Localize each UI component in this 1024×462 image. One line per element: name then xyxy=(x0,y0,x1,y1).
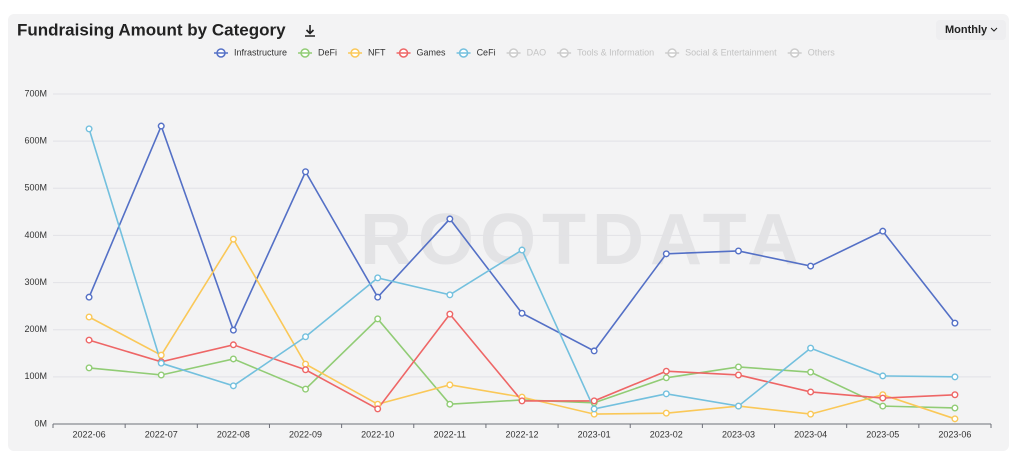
y-tick-label: 500M xyxy=(24,183,47,193)
x-tick-label: 2023-03 xyxy=(722,429,755,439)
data-point xyxy=(734,371,742,379)
x-tick-label: 2022-09 xyxy=(289,429,322,439)
y-tick-label: 100M xyxy=(24,371,47,381)
data-point xyxy=(734,402,742,410)
data-point xyxy=(157,371,165,379)
data-point xyxy=(229,235,237,243)
data-point xyxy=(302,360,310,368)
data-point xyxy=(157,351,165,359)
data-point xyxy=(951,319,959,327)
legend-label[interactable]: NFT xyxy=(368,47,386,57)
legend-label[interactable]: Infrastructure xyxy=(234,47,287,57)
y-tick-label: 400M xyxy=(24,230,47,240)
data-point xyxy=(85,336,93,344)
data-point xyxy=(590,347,598,355)
data-point xyxy=(229,382,237,390)
y-tick-label: 200M xyxy=(24,324,47,334)
legend-label[interactable]: Tools & Information xyxy=(577,47,654,57)
data-point xyxy=(951,373,959,381)
x-tick-label: 2022-10 xyxy=(361,429,394,439)
data-point xyxy=(302,168,310,176)
data-point xyxy=(951,404,959,412)
data-point xyxy=(951,415,959,423)
data-point xyxy=(446,310,454,318)
data-point xyxy=(446,215,454,223)
data-point xyxy=(229,326,237,334)
data-point xyxy=(157,122,165,130)
period-dropdown[interactable] xyxy=(936,20,1006,40)
x-tick-label: 2022-11 xyxy=(434,429,466,439)
x-tick-label: 2022-06 xyxy=(73,429,106,439)
x-tick-label: 2022-07 xyxy=(145,429,178,439)
data-point xyxy=(374,274,382,282)
y-tick-label: 300M xyxy=(24,277,47,287)
data-point xyxy=(662,367,670,375)
data-point xyxy=(518,309,526,317)
data-point xyxy=(879,394,887,402)
data-point xyxy=(734,247,742,255)
period-label: Monthly xyxy=(945,24,988,36)
data-point xyxy=(662,250,670,258)
chevron xyxy=(990,27,998,32)
legend-label[interactable]: Games xyxy=(417,47,447,57)
data-point xyxy=(446,400,454,408)
watermark: ROOTDATA xyxy=(360,200,805,280)
data-point xyxy=(85,293,93,301)
y-tick-label: 600M xyxy=(24,136,47,146)
x-tick-label: 2023-05 xyxy=(866,429,899,439)
card xyxy=(8,14,1009,451)
data-point xyxy=(446,291,454,299)
download-icon[interactable] xyxy=(305,25,315,37)
data-point xyxy=(518,246,526,254)
data-point xyxy=(518,397,526,405)
data-point xyxy=(446,381,454,389)
data-point xyxy=(662,409,670,417)
x-tick-label: 2023-02 xyxy=(650,429,683,439)
data-point xyxy=(302,366,310,374)
data-point xyxy=(807,344,815,352)
data-point xyxy=(807,262,815,270)
data-point xyxy=(374,405,382,413)
x-tick-label: 2022-12 xyxy=(505,429,538,439)
data-point xyxy=(951,391,959,399)
x-tick-label: 2023-01 xyxy=(578,429,611,439)
data-point xyxy=(879,227,887,235)
data-point xyxy=(85,313,93,321)
data-point xyxy=(807,388,815,396)
data-point xyxy=(229,355,237,363)
data-point xyxy=(85,125,93,133)
data-point xyxy=(590,405,598,413)
data-point xyxy=(807,368,815,376)
data-point xyxy=(85,364,93,372)
x-tick-label: 2023-06 xyxy=(938,429,971,439)
data-point xyxy=(879,372,887,380)
y-tick-label: 0M xyxy=(34,418,47,428)
legend-label[interactable]: DAO xyxy=(527,47,547,57)
y-tick-label: 700M xyxy=(24,88,47,98)
legend-label[interactable]: Others xyxy=(808,47,836,57)
data-point xyxy=(374,293,382,301)
data-point xyxy=(879,402,887,410)
data-point xyxy=(662,374,670,382)
legend-label[interactable]: CeFi xyxy=(477,47,496,57)
data-point xyxy=(734,363,742,371)
x-tick-label: 2023-04 xyxy=(794,429,827,439)
data-point xyxy=(807,410,815,418)
data-point xyxy=(662,390,670,398)
data-point xyxy=(374,315,382,323)
data-point xyxy=(157,359,165,367)
legend-label[interactable]: DeFi xyxy=(318,47,337,57)
plot: 0M 100M 200M 300M 400M 500M 600M 700M 2022-06 202… xyxy=(24,47,992,439)
data-point xyxy=(590,397,598,405)
data-point xyxy=(302,385,310,393)
x-tick-label: 2022-08 xyxy=(217,429,250,439)
chart-title: Fundraising Amount by Category xyxy=(17,20,286,39)
legend-label[interactable]: Social & Entertainment xyxy=(685,47,777,57)
data-point xyxy=(229,341,237,349)
data-point xyxy=(302,333,310,341)
